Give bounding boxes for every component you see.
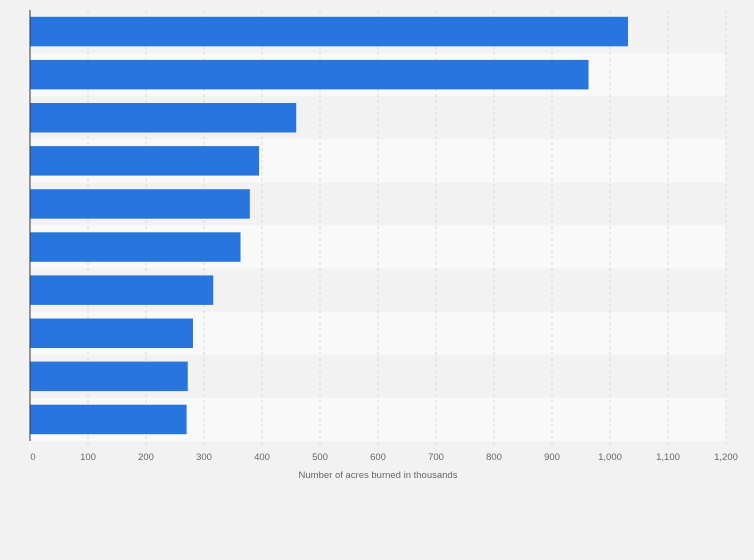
x-axis-title: Number of acres burned in thousands (299, 470, 458, 481)
x-tick-label: 800 (486, 452, 502, 463)
x-tick-label: 300 (196, 452, 212, 463)
x-tick-label: 200 (138, 452, 154, 463)
x-tick-label: 600 (370, 452, 386, 463)
x-tick-label: 1,100 (656, 452, 680, 463)
x-tick-label: 500 (312, 452, 328, 463)
x-tick-label: 700 (428, 452, 444, 463)
bar (30, 404, 187, 435)
x-tick-label: 1,000 (598, 452, 622, 463)
x-tick-label: 100 (80, 452, 96, 463)
x-tick-label: 400 (254, 452, 270, 463)
bar (30, 189, 250, 219)
x-tick-labels: 0 100 200 300 400 500 600 700 800 900 1,000 1,100 1,… (30, 452, 738, 463)
bar (30, 103, 297, 133)
bar (30, 318, 193, 348)
bar (30, 59, 589, 90)
bars (30, 16, 628, 435)
bar (30, 146, 260, 176)
bar (30, 16, 628, 47)
x-tick-label: 900 (544, 452, 560, 463)
bar (30, 232, 241, 262)
bar (30, 361, 188, 392)
bar (30, 275, 214, 305)
x-tick-label: 1,200 (714, 452, 738, 463)
x-tick-label: 0 (30, 452, 35, 463)
